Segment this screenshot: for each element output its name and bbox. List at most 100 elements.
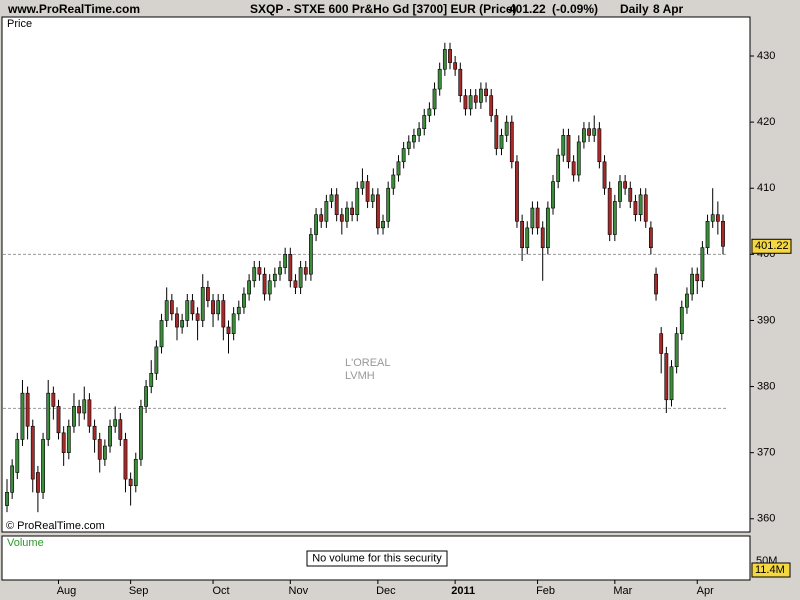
candle-body xyxy=(72,406,76,427)
candle-body xyxy=(139,406,143,460)
candle-body xyxy=(386,187,391,222)
candle-body xyxy=(427,108,432,116)
candle-body xyxy=(674,333,679,368)
candle-body xyxy=(30,425,35,480)
candle-body xyxy=(628,187,633,202)
last-price: 401.22 xyxy=(509,2,546,16)
candle-body xyxy=(15,439,20,473)
candle-body xyxy=(509,121,514,163)
candle-body xyxy=(648,227,653,249)
candle-body xyxy=(278,267,282,275)
candle-body xyxy=(370,194,375,202)
candle-body xyxy=(571,161,576,176)
y-tick-label: 430 xyxy=(757,50,775,62)
candle-body xyxy=(705,220,710,249)
candle-body xyxy=(587,128,591,136)
candle-body xyxy=(154,346,159,374)
candle-body xyxy=(10,465,15,493)
candle-body xyxy=(468,95,473,110)
candle-body xyxy=(175,313,179,328)
candle-body xyxy=(41,439,45,493)
candle-body xyxy=(123,439,128,480)
candle-body xyxy=(82,399,87,414)
candle-body xyxy=(612,201,617,235)
candle-body xyxy=(525,227,530,249)
candle-body xyxy=(345,207,349,222)
candle-body xyxy=(200,287,205,321)
candle-body xyxy=(556,154,561,182)
candle-body xyxy=(515,161,519,222)
candle-body xyxy=(412,135,416,143)
candle-body xyxy=(303,267,308,275)
x-tick-label: Oct xyxy=(212,585,229,597)
candle-body xyxy=(659,333,664,354)
x-tick-label: Feb xyxy=(536,585,555,597)
candle-body xyxy=(118,419,123,440)
candle-body xyxy=(242,293,246,308)
candle-body xyxy=(453,62,458,70)
candle-body xyxy=(494,115,499,149)
candle-body xyxy=(607,187,612,235)
y-tick-label: 380 xyxy=(757,380,775,392)
y-tick-label: 360 xyxy=(757,513,775,525)
candle-body xyxy=(401,148,406,163)
candle-body xyxy=(592,128,597,136)
candle-body xyxy=(618,181,622,202)
candle-body xyxy=(252,267,257,282)
price-panel xyxy=(1,16,751,533)
volume-marker xyxy=(751,562,791,578)
candle-body xyxy=(489,95,494,116)
y-tick-label: 370 xyxy=(757,447,775,459)
candle-body xyxy=(133,458,138,487)
candle-body xyxy=(169,300,174,315)
candle-body xyxy=(690,273,694,295)
candle-body xyxy=(479,88,483,103)
x-tick-label: Apr xyxy=(697,585,714,597)
candle-body xyxy=(180,320,185,328)
candle-body xyxy=(36,472,40,493)
candle-body xyxy=(211,300,215,315)
candle-body xyxy=(664,353,669,401)
candle-body xyxy=(561,135,566,156)
candle-body xyxy=(633,201,638,215)
candle-body xyxy=(185,300,190,321)
candle-body xyxy=(458,68,463,96)
note-box xyxy=(306,550,448,567)
candle-body xyxy=(406,141,411,149)
candle-body xyxy=(545,207,550,249)
candle-body xyxy=(329,194,334,202)
candle-body xyxy=(365,181,370,202)
candle-body xyxy=(710,214,715,222)
candle-body xyxy=(113,419,118,427)
last-price-label: 401.22 xyxy=(755,240,789,252)
candle-body xyxy=(324,201,329,222)
candle-body xyxy=(448,49,452,63)
candle-body xyxy=(535,207,540,229)
candle-body xyxy=(92,425,97,440)
candle-body xyxy=(247,280,251,295)
candle-body xyxy=(236,306,241,315)
volume-marker-label: 11.4M xyxy=(755,564,785,576)
candle-body xyxy=(128,478,133,487)
candle-body xyxy=(721,220,725,247)
candle-body xyxy=(695,273,700,282)
candle-body xyxy=(102,445,107,460)
candle-body xyxy=(504,121,509,136)
y-tick-label: 420 xyxy=(757,116,775,128)
candle-body xyxy=(319,214,324,222)
candle-body xyxy=(355,187,360,215)
instrument: SXQP - STXE 600 Pr&Ho Gd [3700] EUR (Pri… xyxy=(250,2,517,16)
y-tick-label: 410 xyxy=(757,182,775,194)
candle-body xyxy=(484,88,488,96)
security: L'OREAL xyxy=(345,357,391,369)
x-tick-label: Nov xyxy=(289,585,309,597)
x-tick-label: Dec xyxy=(376,585,396,597)
candle-body xyxy=(623,181,628,189)
volume-label: Volume xyxy=(7,537,44,549)
candle-body xyxy=(288,254,293,282)
candle-body xyxy=(391,174,396,189)
candle-body xyxy=(685,293,689,308)
candle-body xyxy=(551,181,555,209)
candle-body xyxy=(334,194,339,215)
